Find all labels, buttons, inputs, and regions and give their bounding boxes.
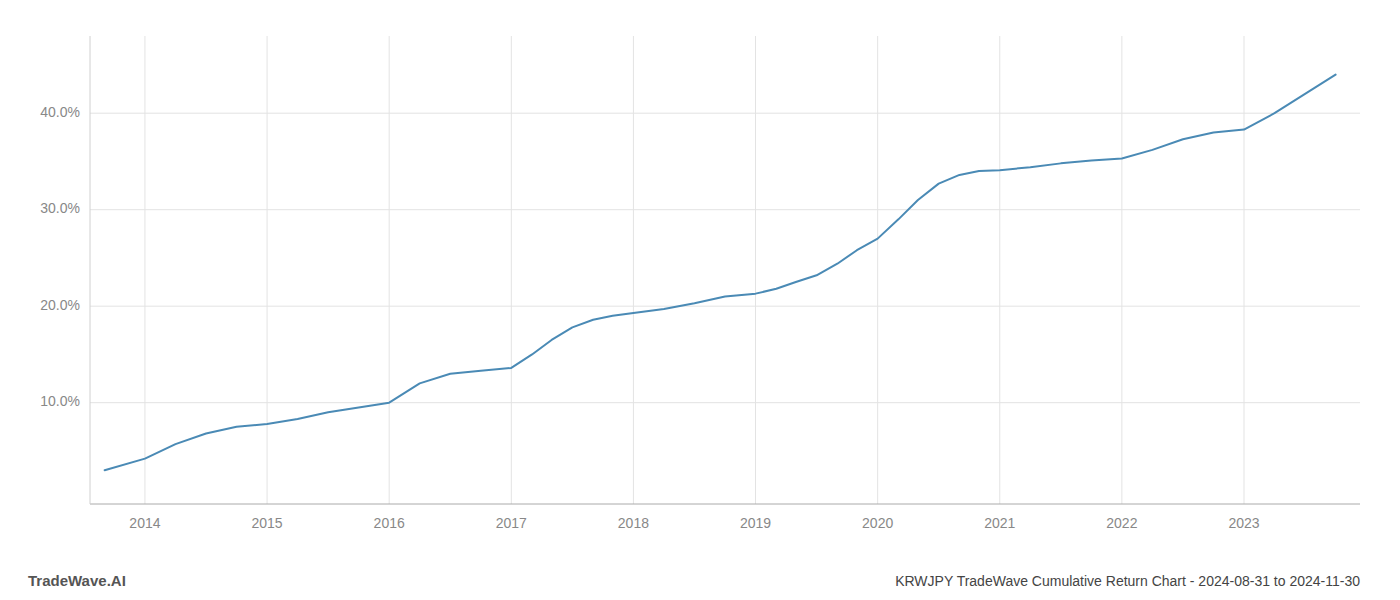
x-grid-line	[633, 36, 634, 504]
x-grid-line	[511, 36, 512, 504]
x-grid-line	[1121, 36, 1122, 504]
x-tick-label: 2015	[251, 515, 282, 531]
y-tick-label: 20.0%	[40, 297, 80, 313]
x-tick-label: 2014	[129, 515, 160, 531]
axes: 10.0% 20.0% 30.0% 40.0% 2014 2015 2016 2017 2018…	[40, 36, 1360, 531]
x-grid-line	[755, 36, 756, 504]
x-grid-line	[999, 36, 1000, 504]
x-grid-line	[877, 36, 878, 504]
x-tick-label: 2016	[374, 515, 405, 531]
x-tick-label: 2021	[984, 515, 1015, 531]
x-tick-label: 2022	[1106, 515, 1137, 531]
y-grid-line	[90, 402, 1360, 403]
x-grid-line	[1243, 36, 1244, 504]
x-grid-line	[144, 36, 145, 504]
data-line	[105, 75, 1336, 471]
chart: 10.0% 20.0% 30.0% 40.0% 2014 2015 2016 2017 2018…	[0, 0, 1400, 600]
x-tick-label: 2017	[496, 515, 527, 531]
watermark: TradeWave.AI	[28, 572, 126, 589]
y-grid-line	[90, 113, 1360, 114]
y-axis-line	[90, 36, 91, 504]
y-tick-label: 30.0%	[40, 200, 80, 216]
x-tick-label: 2020	[862, 515, 893, 531]
title: KRWJPY TradeWave Cumulative Return Chart…	[895, 573, 1360, 589]
x-tick-label: 2023	[1228, 515, 1259, 531]
plot-area	[105, 75, 1336, 471]
y-tick-label: 10.0%	[40, 393, 80, 409]
grid	[90, 36, 1360, 504]
x-grid-line	[267, 36, 268, 504]
y-tick-label: 40.0%	[40, 104, 80, 120]
x-grid-line	[389, 36, 390, 504]
y-grid-line	[90, 306, 1360, 307]
x-axis-line	[90, 504, 1360, 505]
background	[0, 0, 1400, 600]
x-tick-label: 2019	[740, 515, 771, 531]
y-grid-line	[90, 209, 1360, 210]
x-tick-label: 2018	[618, 515, 649, 531]
